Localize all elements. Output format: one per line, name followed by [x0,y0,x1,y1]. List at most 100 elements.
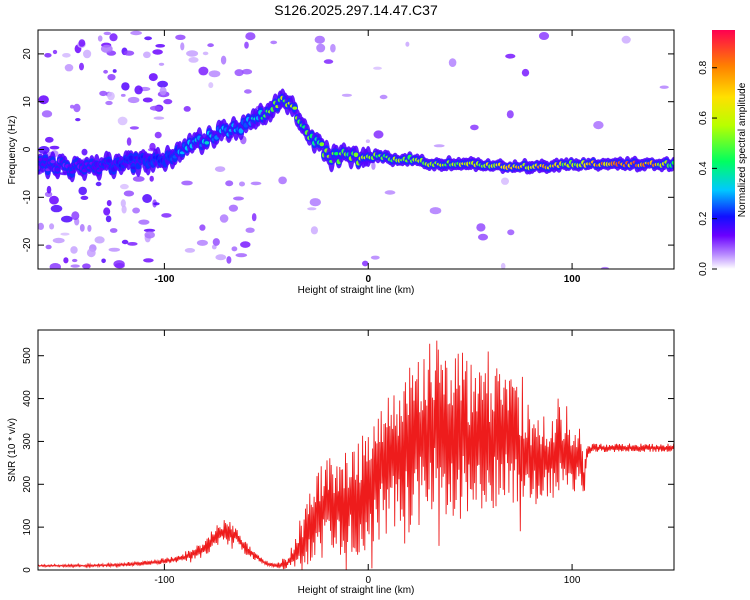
noise-blob [79,62,84,71]
snr-axes: -100 0 100 0 100 200 300 400 500 [22,330,674,586]
noise-blob [112,69,117,73]
noise-blob [373,66,382,70]
ridge-core [131,166,136,170]
noise-blob [99,90,108,97]
noise-blob [270,40,278,45]
noise-blob [60,232,70,236]
noise-blob [129,126,139,130]
noise-blob [207,43,214,48]
noise-blob [63,257,69,264]
noise-blob [142,97,153,103]
ridge-core [334,152,339,156]
noise-blob [155,44,166,48]
noise-blob [75,118,81,122]
noise-blob [148,73,158,82]
noise-blob [103,207,111,216]
noise-blob [143,258,154,263]
noise-blob [659,85,669,89]
noise-blob [103,69,108,74]
spectrogram-ytick-label: 20 [22,48,33,60]
noise-blob [245,32,256,41]
noise-blob [220,55,227,65]
noise-blob [601,266,609,269]
snr-plot-area [38,340,674,570]
noise-blob [159,86,167,96]
noise-blob [365,139,370,143]
noise-blob [120,199,126,208]
noise-blob [186,50,199,57]
noise-blob [593,121,604,130]
noise-blob [278,176,287,185]
noise-blob [61,215,73,223]
noise-blob [49,223,55,230]
noise-blob [323,59,334,64]
ridge-core [319,142,325,147]
noise-blob [121,239,129,245]
noise-blob [199,224,206,231]
spectrogram-ytick-label: -20 [22,237,33,252]
noise-blob [470,124,479,131]
snr-ytick-label: 0 [22,567,33,573]
noise-blob [107,74,116,81]
snr-ytick-label: 400 [22,390,33,407]
noise-blob [44,53,52,58]
noise-blob [330,43,336,53]
noise-blob [64,63,74,72]
snr-ytick-label: 300 [22,433,33,450]
colorbar-tick-label: 0.6 [698,111,709,125]
noise-blob [81,148,88,156]
noise-blob [134,85,143,95]
noise-blob [109,228,118,233]
snr-frame [37,329,675,571]
noise-blob [103,31,112,36]
noise-blob [521,68,530,77]
noise-blob [108,247,121,252]
noise-blob [244,41,249,49]
noise-blob [157,80,169,88]
noise-blob [506,110,514,119]
noise-blob [448,58,457,67]
noise-blob [153,116,165,120]
noise-blob [70,246,78,254]
noise-blob [384,190,396,195]
noise-blob [97,35,103,42]
noise-blob [341,93,352,97]
colorbar-scale [712,30,735,269]
noise-blob [144,36,153,41]
spectrogram-xtick-label: 0 [365,274,371,285]
noise-blob [114,263,125,269]
noise-blob [138,219,150,225]
noise-blob [379,94,388,100]
colorbar-tick-label: 0.8 [698,60,709,74]
spectrogram-heatmap [38,30,674,269]
snr-xtick-label: -100 [154,575,174,586]
ridge-core [55,167,60,172]
noise-blob [202,51,209,56]
spectrogram-xtick-label: 100 [564,274,581,285]
noise-blob [46,185,52,194]
noise-blob [476,223,486,232]
ridge-core [353,152,359,158]
noise-blob [143,51,151,59]
noise-blob [307,207,317,211]
noise-blob [83,49,92,59]
noise-blob [240,241,251,248]
noise-blob [120,183,129,190]
noise-blob [316,43,326,53]
noise-blob [132,176,145,182]
noise-blob [241,68,253,75]
noise-blob [158,62,165,66]
noise-blob [250,181,262,186]
noise-blob [149,175,154,182]
ridge-core [238,128,244,134]
noise-blob [144,231,155,239]
colorbar-ticks: 0.0 0.2 0.4 0.6 0.8 [698,60,717,276]
ridge-core [42,157,48,161]
noise-blob [73,103,81,113]
colorbar-tick-label: 0.2 [698,211,709,225]
noise-blob [123,50,135,56]
noise-blob [127,96,140,104]
snr-ytick-label: 200 [22,476,33,493]
noise-blob [215,254,227,261]
